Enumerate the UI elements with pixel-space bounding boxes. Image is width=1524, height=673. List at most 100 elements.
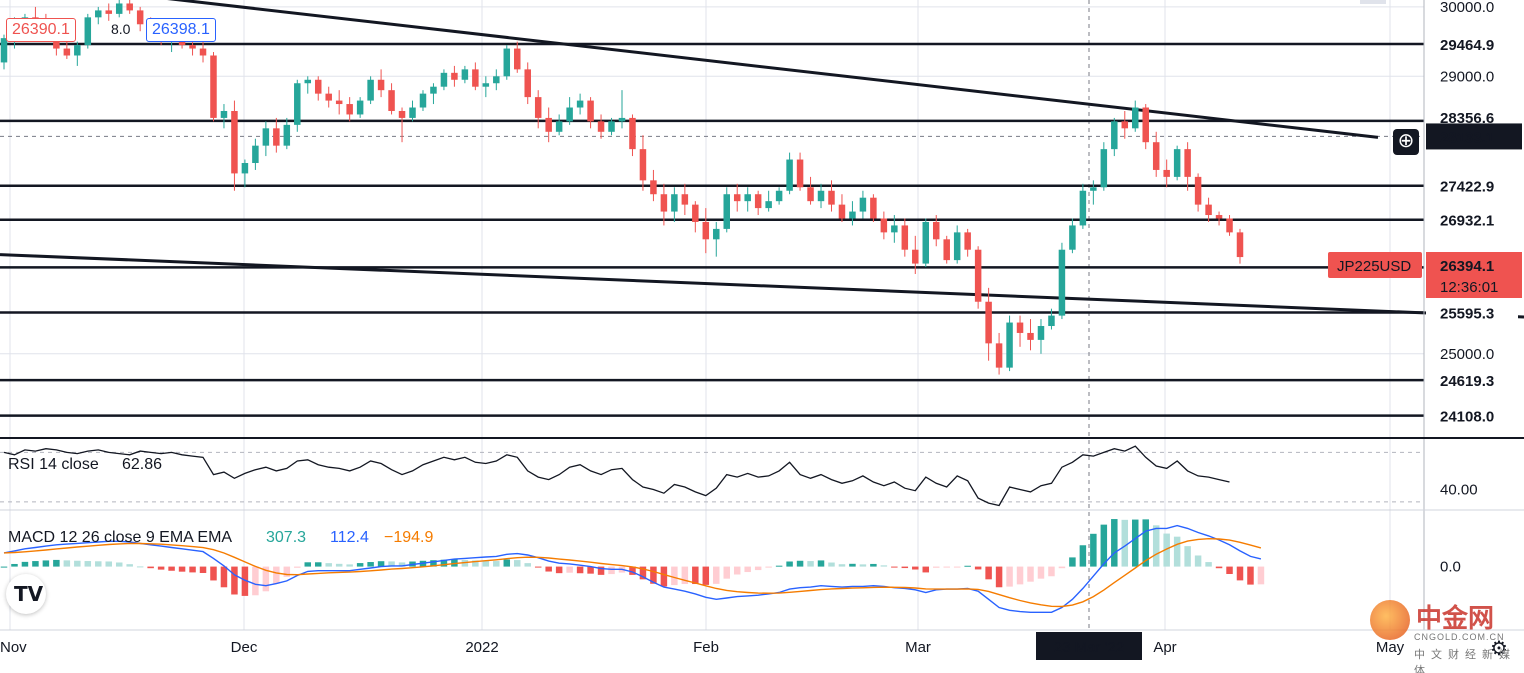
macd-histogram-bar bbox=[1037, 566, 1045, 579]
macd-histogram-bar bbox=[629, 566, 636, 575]
candle-body bbox=[241, 163, 249, 174]
level-label: 24108.0 bbox=[1440, 409, 1494, 426]
level-label-bg bbox=[1426, 174, 1518, 197]
candle-body bbox=[1079, 190, 1087, 226]
macd-histogram-bar bbox=[1215, 566, 1223, 569]
macd-histogram-bar bbox=[440, 559, 448, 567]
macd-histogram-bar bbox=[262, 566, 270, 592]
macd-histogram-bar bbox=[231, 566, 238, 595]
macd-histogram-bar bbox=[1194, 555, 1202, 567]
macd-histogram-bar bbox=[566, 566, 573, 573]
macd-histogram-bar bbox=[430, 560, 437, 567]
macd-histogram-bar bbox=[115, 562, 123, 567]
macd-histogram-bar bbox=[828, 562, 835, 567]
candle-body bbox=[472, 69, 479, 87]
macd-histogram-bar bbox=[859, 564, 867, 567]
time-tick-label: 2022 bbox=[465, 639, 498, 656]
candle-body bbox=[461, 69, 469, 80]
crosshair-date-bg bbox=[1036, 632, 1142, 660]
macd-histogram-bar bbox=[849, 563, 856, 567]
macd-histogram-bar bbox=[32, 561, 39, 567]
macd-histogram-bar bbox=[21, 561, 29, 567]
macd-histogram-bar bbox=[534, 566, 542, 568]
candle-body bbox=[692, 204, 699, 222]
macd-histogram-bar bbox=[744, 566, 751, 573]
macd-histogram-bar bbox=[1226, 566, 1233, 575]
macd-histogram-bar bbox=[294, 566, 301, 568]
macd-value: 307.3 bbox=[266, 529, 306, 546]
time-tick-label: Mar bbox=[905, 639, 931, 656]
candle-body bbox=[681, 194, 689, 205]
gear-icon[interactable]: ⚙ bbox=[1490, 638, 1508, 660]
macd-histogram-bar bbox=[147, 566, 154, 569]
macd-histogram-bar bbox=[775, 565, 783, 567]
candle-body bbox=[1006, 322, 1013, 368]
macd-histogram-bar bbox=[995, 566, 1003, 588]
macd-histogram-bar bbox=[1090, 533, 1097, 567]
macd-histogram-bar bbox=[0, 566, 8, 568]
candle-body bbox=[503, 48, 511, 77]
macd-histogram-bar bbox=[514, 560, 521, 567]
candle-body bbox=[314, 79, 322, 94]
macd-histogram-bar bbox=[974, 566, 982, 570]
candle-body bbox=[1111, 121, 1118, 150]
candle-body bbox=[1226, 218, 1233, 233]
macd-histogram-bar bbox=[314, 562, 322, 567]
macd-histogram-bar bbox=[692, 566, 699, 585]
candle-body bbox=[587, 100, 594, 122]
tooltip-mid-value: 8.0 bbox=[111, 21, 131, 37]
candle-body bbox=[1016, 322, 1024, 333]
macd-histogram-bar bbox=[377, 561, 385, 567]
macd-histogram-bar bbox=[733, 566, 741, 575]
candle-body bbox=[430, 86, 437, 94]
watermark-url: CNGOLD.COM.CN bbox=[1414, 632, 1505, 642]
candle-body bbox=[943, 239, 950, 261]
level-label-bg bbox=[1426, 369, 1518, 392]
price-tick-label: 30000.0 bbox=[1440, 0, 1494, 16]
candle-body bbox=[713, 228, 720, 240]
candle-body bbox=[1037, 326, 1045, 340]
candle-body bbox=[650, 180, 657, 195]
macd-histogram-bar bbox=[1100, 524, 1108, 567]
candle-body bbox=[126, 3, 133, 11]
candle-body bbox=[84, 17, 92, 46]
macd-histogram-bar bbox=[493, 561, 500, 567]
symbol-tag: JP225USD bbox=[1337, 258, 1411, 275]
candle-body bbox=[1058, 249, 1066, 316]
candle-body bbox=[1121, 121, 1129, 129]
candle-body bbox=[53, 36, 60, 49]
candle-body bbox=[671, 194, 678, 212]
rsi-line bbox=[3, 445, 1230, 507]
candle-body bbox=[723, 194, 730, 229]
macd-histogram-bar bbox=[325, 563, 332, 567]
candle-body bbox=[0, 38, 8, 63]
macd-histogram-bar bbox=[84, 561, 92, 567]
histogram-value: −194.9 bbox=[384, 529, 433, 546]
macd-histogram-bar bbox=[105, 561, 112, 567]
tradingview-logo[interactable]: TV bbox=[6, 574, 46, 614]
macd-histogram-bar bbox=[1058, 566, 1066, 569]
macd-histogram-bar bbox=[210, 566, 217, 581]
macd-histogram-bar bbox=[1163, 533, 1170, 567]
macd-histogram-bar bbox=[503, 559, 511, 567]
candlestick-series bbox=[0, 0, 1244, 375]
macd-histogram-bar bbox=[63, 560, 71, 567]
level-label: 29464.9 bbox=[1440, 37, 1494, 54]
signal-value: 112.4 bbox=[330, 529, 369, 546]
add-alert-button[interactable]: ⊕ bbox=[1393, 129, 1419, 155]
macd-histogram-bar bbox=[1006, 566, 1013, 587]
current-price-label: 26394.1 bbox=[1440, 258, 1494, 275]
price-tick-label: 29000.0 bbox=[1440, 68, 1494, 85]
macd-histogram-bar bbox=[1184, 546, 1191, 567]
candle-body bbox=[189, 45, 196, 49]
candle-body bbox=[1173, 149, 1181, 177]
macd-histogram-bar bbox=[901, 566, 909, 569]
crosshair-price-bg bbox=[1426, 123, 1522, 150]
candle-body bbox=[419, 93, 427, 108]
macd-histogram-bar bbox=[356, 563, 364, 567]
candle-body bbox=[377, 79, 385, 91]
time-tick-label: Nov bbox=[0, 639, 27, 656]
candle-body bbox=[796, 159, 804, 188]
candle-body bbox=[398, 110, 406, 118]
